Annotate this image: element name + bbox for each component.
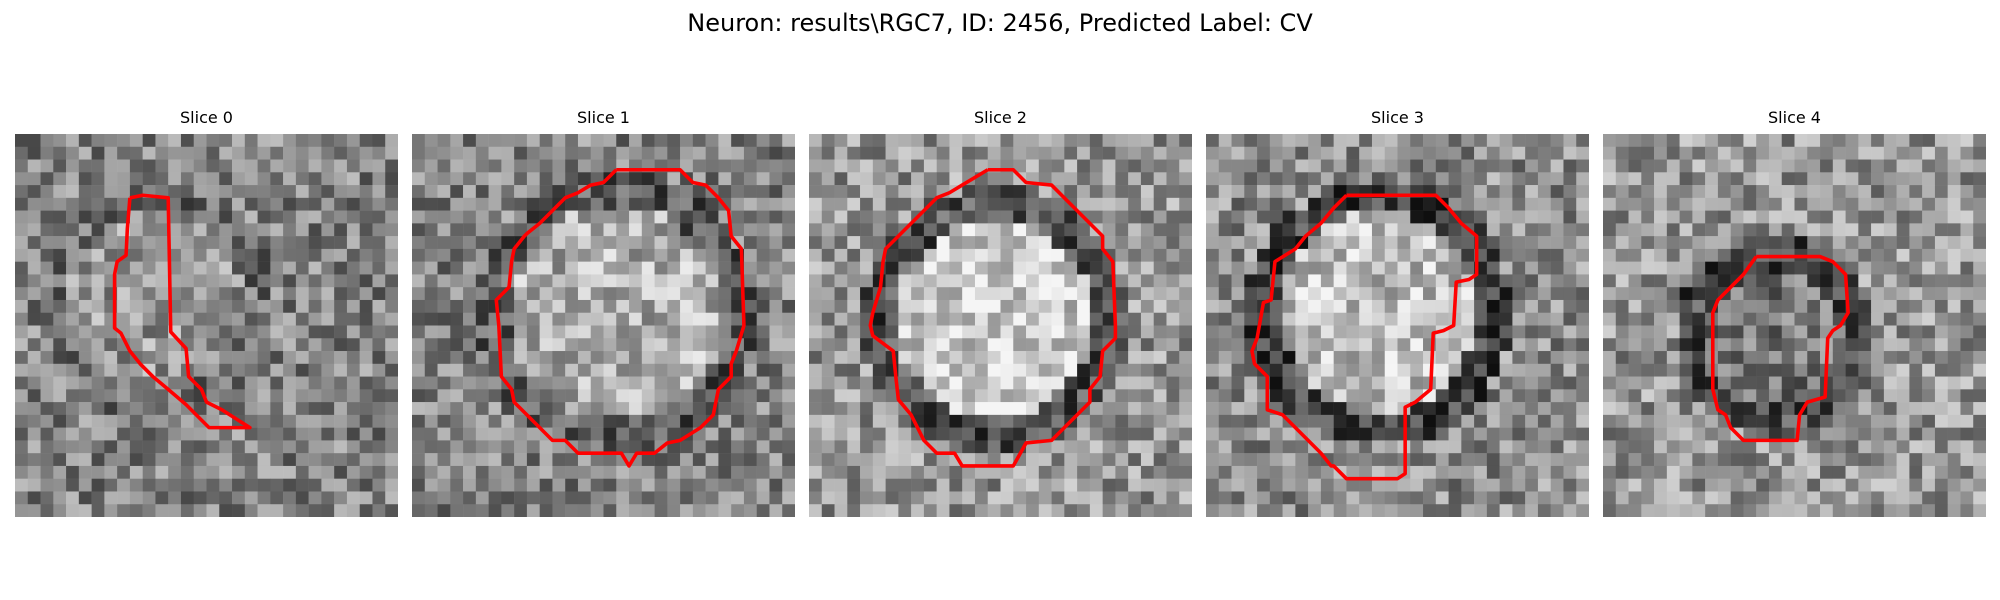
slice-title: Slice 1 (577, 108, 630, 127)
microscopy-slice-image (1206, 134, 1589, 517)
slice-title: Slice 4 (1768, 108, 1821, 127)
slice-panel-4: Slice 4 (1603, 108, 1986, 520)
microscopy-slice-image (809, 134, 1192, 517)
slice-title: Slice 0 (180, 108, 233, 127)
microscopy-slice-image (412, 134, 795, 517)
roi-outline (494, 167, 746, 468)
roi-outline (1711, 254, 1850, 443)
slice-title: Slice 2 (974, 108, 1027, 127)
roi-outline (868, 167, 1118, 468)
microscopy-slice-image (15, 134, 398, 517)
microscopy-slice-image (1603, 134, 1986, 517)
slice-panel-2: Slice 2 (809, 108, 1192, 520)
slice-title: Slice 3 (1371, 108, 1424, 127)
figure-title: Neuron: results\RGC7, ID: 2456, Predicte… (687, 9, 1313, 37)
roi-outline (1250, 193, 1479, 481)
slice-panel-0: Slice 0 (15, 108, 398, 520)
roi-outline (112, 193, 252, 430)
slice-panel-1: Slice 1 (412, 108, 795, 520)
slice-panel-3: Slice 3 (1206, 108, 1589, 520)
